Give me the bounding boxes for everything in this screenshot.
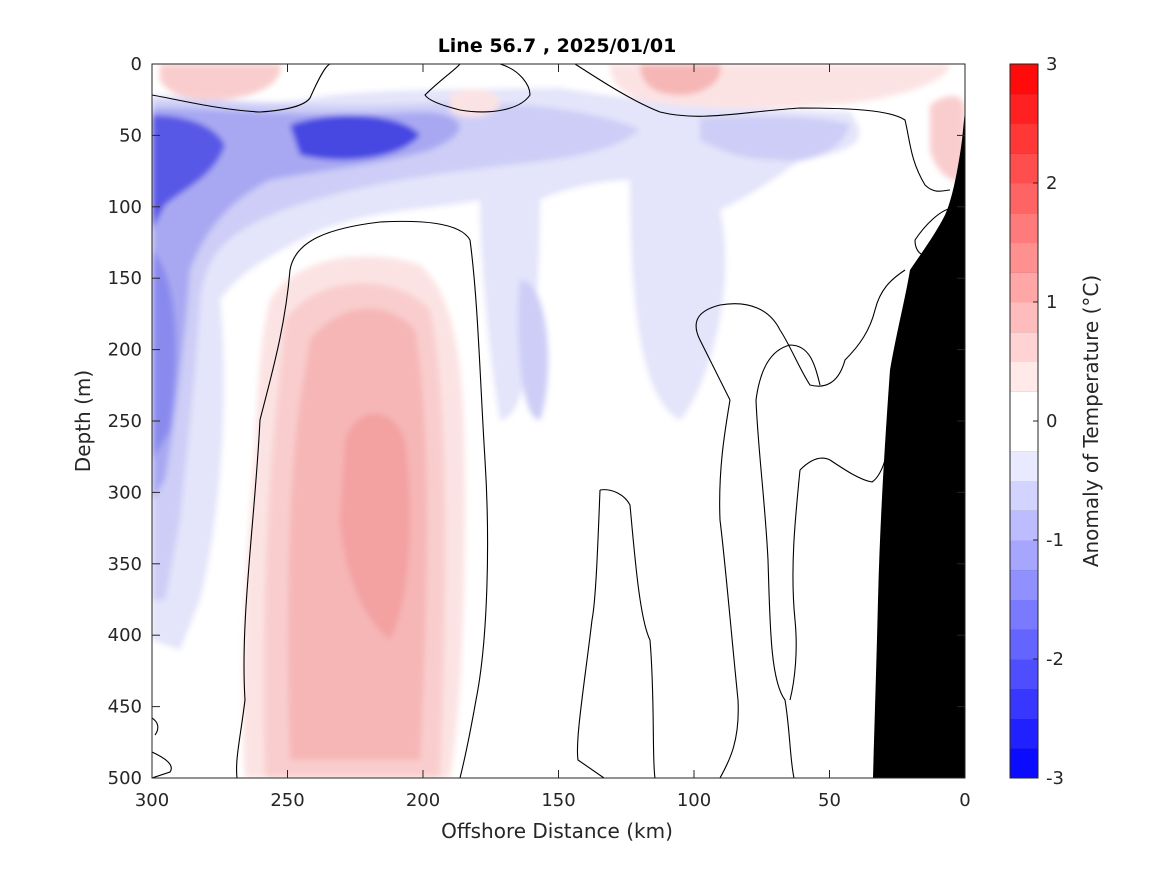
colorbar-tick-label: 3 (1046, 54, 1057, 75)
x-axis-label: Offshore Distance (km) (441, 819, 673, 843)
warm-core-center (340, 413, 410, 640)
colorbar-segment (1010, 331, 1038, 362)
y-tick-label: 50 (119, 125, 142, 146)
zero-contours (152, 64, 953, 778)
x-tick-label: 300 (135, 790, 169, 811)
colorbar-segment (1010, 361, 1038, 392)
cold-deep-west (152, 250, 177, 460)
colorbar-segment (1010, 659, 1038, 690)
colorbar-tick-label: -3 (1046, 768, 1064, 789)
colorbar-tick-label: 2 (1046, 173, 1057, 194)
cold-region-inner (152, 108, 460, 500)
cold-core-central (290, 115, 420, 160)
y-tick-label: 450 (108, 697, 142, 718)
y-tick-label: 150 (108, 268, 142, 289)
y-tick-label: 350 (108, 554, 142, 575)
cold-patch-nearshore (700, 116, 850, 162)
colorbar-segment (1010, 93, 1038, 124)
x-tick-label: 150 (541, 790, 575, 811)
colorbar-segment (1010, 748, 1038, 779)
colorbar-segment (1010, 302, 1038, 333)
colorbar-segment (1010, 183, 1038, 214)
colorbar-segment (1010, 480, 1038, 511)
colorbar-segment (1010, 450, 1038, 481)
colorbar-segment (1010, 64, 1038, 95)
colorbar-label: Anomaly of Temperature (°C) (1079, 275, 1103, 567)
colorbar-segment (1010, 569, 1038, 600)
x-tick-label: 200 (406, 790, 440, 811)
y-tick-label: 100 (108, 197, 142, 218)
colorbar-segment (1010, 391, 1038, 422)
colorbar-segment (1010, 718, 1038, 749)
colorbar-tick-label: 0 (1046, 411, 1057, 432)
colorbar-segment (1010, 510, 1038, 541)
colorbar-segment (1010, 688, 1038, 719)
y-tick-label: 500 (108, 768, 142, 789)
colorbar-segment (1010, 629, 1038, 660)
colorbar-tick-label: -2 (1046, 649, 1064, 670)
colorbar-tick-label: -1 (1046, 530, 1064, 551)
colorbar-segment (1010, 272, 1038, 303)
chart-title: Line 56.7 , 2025/01/01 (438, 35, 677, 57)
colorbar-segment (1010, 599, 1038, 630)
colorbar-segment (1010, 242, 1038, 273)
x-axis: 300 250 200 150 100 50 0 (135, 64, 971, 811)
colorbar-segment (1010, 212, 1038, 243)
y-tick-label: 250 (108, 411, 142, 432)
colorbar-segment (1010, 123, 1038, 154)
colorbar-segment (1010, 540, 1038, 571)
colorbar: 3 2 1 0 -1 -2 -3 (1009, 54, 1064, 789)
cold-region-outer (152, 88, 860, 650)
cold-tongue-nearshore (518, 280, 549, 420)
x-tick-label: 50 (818, 790, 841, 811)
colorbar-tick-label: 1 (1046, 292, 1057, 313)
y-axis: 0 50 100 150 200 250 300 350 400 450 500 (108, 54, 965, 789)
warm-surface-west (160, 64, 281, 100)
y-tick-label: 300 (108, 482, 142, 503)
warm-surface-core (640, 64, 721, 95)
x-tick-label: 250 (270, 790, 304, 811)
anomaly-field (152, 64, 965, 778)
cold-core-west (152, 115, 225, 230)
warm-nearshore (930, 95, 965, 181)
colorbar-segment (1010, 421, 1038, 452)
y-tick-label: 200 (108, 340, 142, 361)
y-tick-label: 400 (108, 625, 142, 646)
y-axis-label: Depth (m) (71, 370, 95, 472)
x-tick-label: 100 (677, 790, 711, 811)
colorbar-segment (1010, 153, 1038, 184)
y-tick-label: 0 (131, 54, 142, 75)
bathymetry-mask (873, 110, 965, 778)
x-tick-label: 0 (959, 790, 970, 811)
